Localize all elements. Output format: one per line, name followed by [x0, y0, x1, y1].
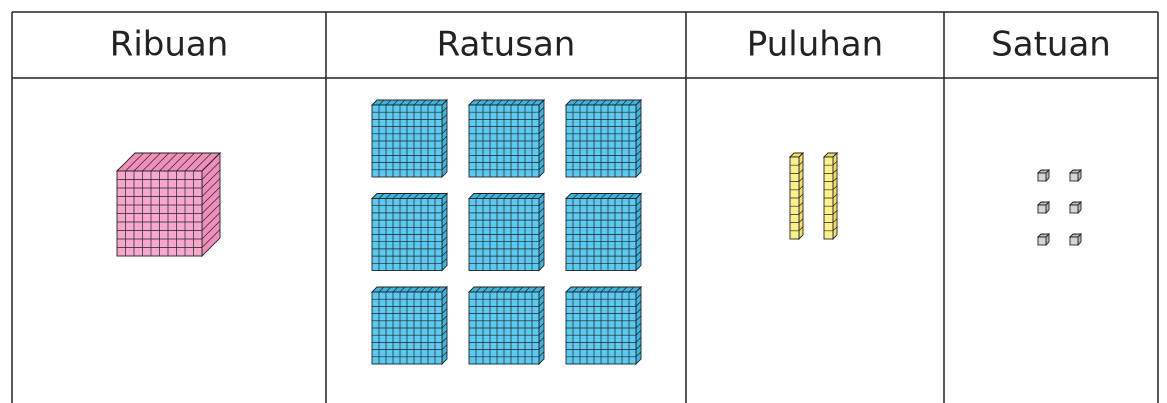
grid-line: [566, 99, 642, 177]
hundred-flat: [564, 192, 643, 272]
column-header: Satuan: [991, 25, 1111, 65]
block-front: [1069, 172, 1079, 182]
grid-line: [469, 193, 545, 271]
column-header: Puluhan: [747, 25, 883, 65]
block-front: [1037, 204, 1047, 214]
block-front: [1037, 236, 1047, 246]
grid-line: [372, 193, 448, 271]
unit-cube: [1068, 232, 1083, 247]
grid-line: [117, 152, 221, 256]
hundred-flat: [467, 98, 546, 179]
ten-rod: [822, 151, 839, 241]
column-header: Ribuan: [110, 25, 229, 65]
block-front: [1069, 204, 1079, 214]
grid-line: [566, 193, 642, 271]
hundred-flat: [467, 285, 546, 366]
ten-rod: [788, 151, 805, 241]
unit-cube: [1036, 168, 1051, 183]
grid-line: [372, 99, 448, 177]
hundred-flat: [370, 192, 449, 272]
grid-line: [790, 160, 804, 232]
block-front: [1069, 236, 1079, 246]
unit-cube: [1036, 200, 1051, 215]
grid-line: [469, 99, 545, 177]
column-header: Ratusan: [437, 25, 576, 65]
hundred-flat: [564, 98, 643, 179]
grid-line: [469, 286, 545, 364]
unit-cube: [1068, 200, 1083, 215]
grid-line: [372, 286, 448, 364]
grid-line: [824, 160, 838, 232]
unit-cube: [1068, 168, 1083, 183]
hundred-flat: [370, 98, 449, 179]
thousand-cube: [115, 151, 222, 258]
hundred-flat: [564, 285, 643, 366]
block-front: [1037, 172, 1047, 182]
grid-line: [566, 286, 642, 364]
unit-cube: [1036, 232, 1051, 247]
hundred-flat: [467, 192, 546, 272]
hundred-flat: [370, 285, 449, 366]
